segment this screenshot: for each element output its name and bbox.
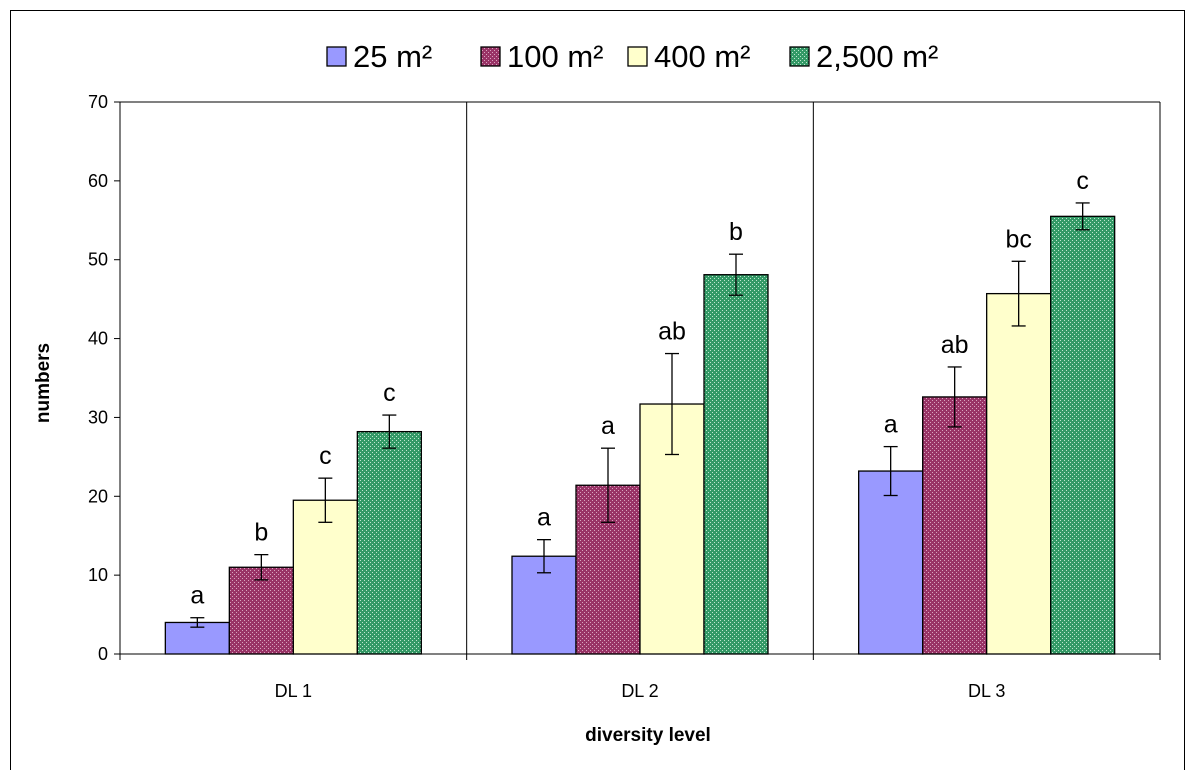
x-axis-label: diversity level <box>585 725 711 746</box>
y-tick-label: 60 <box>88 171 108 191</box>
x-tick-label: DL 1 <box>275 681 312 701</box>
legend-swatch <box>789 46 810 67</box>
significance-letter: ab <box>658 318 686 346</box>
y-tick-label: 20 <box>88 486 108 506</box>
axes <box>114 101 1161 660</box>
significance-letter: b <box>729 218 743 246</box>
legend-swatch <box>627 46 648 67</box>
significance-letter: a <box>190 582 204 610</box>
legend-label: 25 m² <box>353 39 432 74</box>
y-tick-labels: 0 10 20 30 40 50 60 70 <box>88 92 108 664</box>
significance-letter: bc <box>1005 225 1031 253</box>
legend-label: 400 m² <box>654 39 750 74</box>
significance-letter: c <box>1076 167 1089 195</box>
significance-letter: a <box>537 504 551 532</box>
category-separators <box>466 102 814 654</box>
y-tick-label: 0 <box>98 644 108 664</box>
x-tick-labels: DL 1 DL 2 DL 3 <box>275 681 1006 701</box>
y-tick-label: 40 <box>88 329 108 349</box>
legend-label: 100 m² <box>507 39 603 74</box>
significance-letter: c <box>383 379 396 407</box>
y-tick-label: 50 <box>88 250 108 270</box>
legend-label: 2,500 m² <box>816 39 938 74</box>
significance-letter: a <box>884 411 898 439</box>
significance-letter: ab <box>941 331 969 359</box>
significance-letter: c <box>319 442 332 470</box>
x-tick-label: DL 3 <box>968 681 1005 701</box>
bar <box>703 274 769 655</box>
bar <box>356 430 422 655</box>
bar <box>986 292 1052 655</box>
x-tick-label: DL 2 <box>621 681 658 701</box>
legend: 25 m² 100 m² 400 m² 2,500 m² <box>326 39 938 74</box>
bar <box>922 396 988 655</box>
y-tick-label: 70 <box>88 92 108 112</box>
bar <box>1050 215 1116 655</box>
bars <box>164 215 1116 655</box>
y-tick-label: 30 <box>88 407 108 427</box>
y-axis-label: numbers <box>33 343 54 423</box>
y-tick-label: 10 <box>88 565 108 585</box>
legend-swatch <box>480 46 501 67</box>
error-bars <box>190 202 1090 628</box>
legend-swatch <box>326 46 347 67</box>
significance-letter: b <box>254 519 268 547</box>
bar <box>292 499 358 655</box>
bar <box>858 470 924 655</box>
significance-letter: a <box>601 412 615 440</box>
bar <box>228 566 294 655</box>
